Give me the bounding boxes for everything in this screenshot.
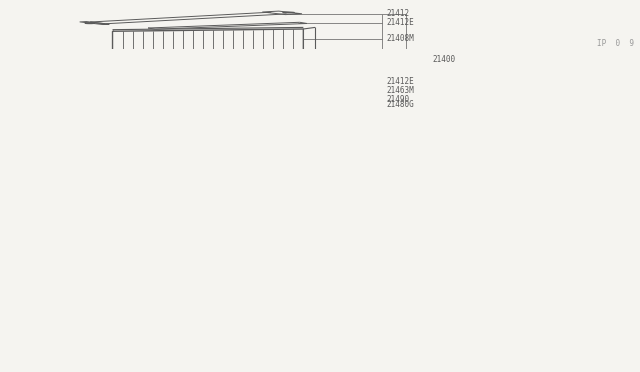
Text: 21463M: 21463M xyxy=(387,86,414,95)
Text: 21400: 21400 xyxy=(433,55,456,64)
Text: 21480G: 21480G xyxy=(387,100,414,109)
Text: 21412E: 21412E xyxy=(387,77,414,86)
Text: 21408M: 21408M xyxy=(387,34,414,43)
Text: IP  0  9: IP 0 9 xyxy=(597,39,634,48)
Text: 21412: 21412 xyxy=(387,9,410,19)
Text: 21490: 21490 xyxy=(387,95,410,104)
Text: 21412E: 21412E xyxy=(387,18,414,28)
